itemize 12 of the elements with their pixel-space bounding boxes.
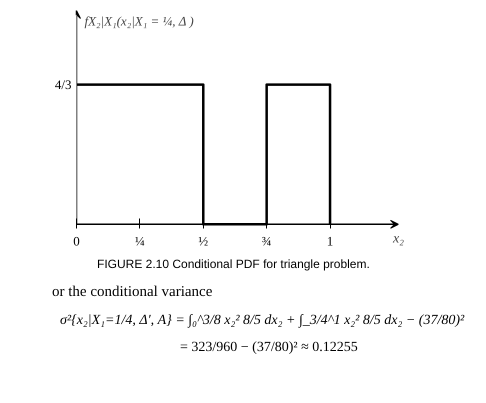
text: σ²{x₂|X₁=1/4, Δ′, A} = ∫₀^3/8 x₂² 8/5 dx₂ + ∫_3/4^1 x₂² 8/5 dx₂ − (37/80)² xyxy=(60,312,464,330)
text: or the conditional variance xyxy=(52,283,212,302)
text: 4/3 xyxy=(54,77,72,92)
y-axis-title: fX₂|X₁(x₂|X₁ = ¼, Δ ) xyxy=(84,14,194,28)
x-tick-label: 0 xyxy=(73,234,80,248)
x-tick-label: ¼ xyxy=(135,234,146,248)
x-tick-label: ¾ xyxy=(262,234,272,248)
text: = 323/960 − (37/80)² ≈ 0.12255 xyxy=(180,338,358,357)
x-axis-title: x₂ xyxy=(392,232,404,246)
caption: FIGURE 2.10 Conditional PDF for triangle problem. xyxy=(97,256,370,273)
x-tick-label: 1 xyxy=(326,234,334,248)
x-tick-label: ½ xyxy=(198,234,208,248)
